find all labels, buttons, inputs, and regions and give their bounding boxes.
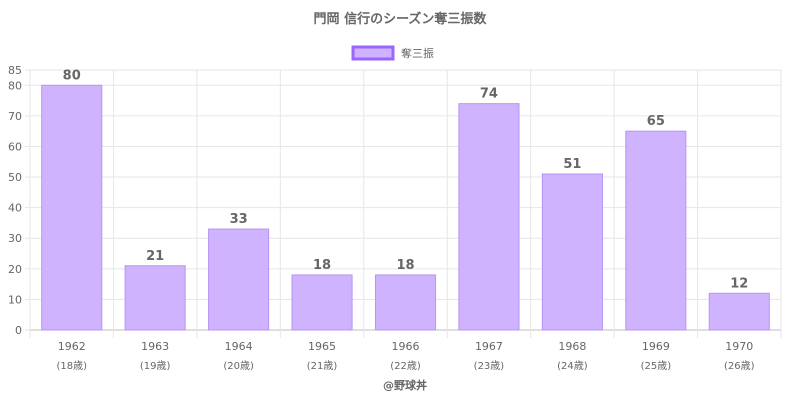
y-tick-label: 20 [8, 263, 22, 276]
bar-1969 [625, 130, 687, 331]
x-tick-sublabel: (18歳) [56, 360, 87, 372]
bar-1965 [291, 274, 353, 331]
bar-1966 [374, 274, 437, 331]
x-tick-sublabel: (22歳) [390, 360, 421, 372]
x-tick-label: 1968 [558, 340, 586, 353]
y-tick-label: 0 [15, 324, 22, 337]
bar-1970 [708, 292, 770, 331]
x-tick-sublabel: (26歳) [724, 360, 755, 372]
data-label-1969: 65 [647, 114, 665, 129]
data-label-1964: 33 [230, 212, 248, 227]
x-tick-label: 1962 [58, 340, 86, 353]
bar-1962 [41, 84, 103, 331]
x-tick-label: 1967 [475, 340, 503, 353]
y-tick-label: 10 [8, 293, 22, 306]
x-tick-label: 1963 [141, 340, 169, 353]
legend-label: 奪三振 [401, 46, 434, 60]
bar-1967 [458, 103, 520, 331]
data-label-1970: 12 [730, 276, 748, 291]
x-tick-sublabel: (20歳) [223, 360, 254, 372]
y-tick-label: 30 [8, 232, 22, 245]
y-tick-label: 50 [8, 171, 22, 184]
y-tick-label: 40 [8, 202, 22, 215]
data-label-1967: 74 [480, 87, 498, 102]
bars: 80 21 33 18 18 74 51 65 12 [41, 68, 770, 331]
legend: 奪三振 [351, 45, 434, 61]
bar-1963 [124, 265, 186, 331]
bar-1968 [541, 173, 603, 331]
x-tick-sublabel: (24歳) [557, 360, 588, 372]
x-tick-label: 1970 [725, 340, 753, 353]
x-tick-sublabel: (23歳) [474, 360, 505, 372]
x-tick-label: 1964 [225, 340, 253, 353]
x-tick-sublabel: (19歳) [140, 360, 171, 372]
legend-swatch [351, 45, 395, 61]
x-tick-sublabel: (25歳) [641, 360, 672, 372]
data-label-1966: 18 [396, 258, 414, 273]
data-label-1965: 18 [313, 258, 331, 273]
x-axis: 1962 (18歳) 1963 (19歳) 1964 (20歳) 1965 (21歳) 1966… [56, 340, 754, 372]
y-tick-label: 80 [8, 79, 22, 92]
y-tick-label: 70 [8, 110, 22, 123]
x-tick-label: 1966 [392, 340, 420, 353]
y-tick-label: 60 [8, 140, 22, 153]
data-label-1968: 51 [563, 157, 581, 172]
x-tick-label: 1969 [642, 340, 670, 353]
x-tick-sublabel: (21歳) [307, 360, 338, 372]
bar-1964 [208, 228, 270, 331]
data-label-1963: 21 [146, 249, 164, 264]
chart-title: 門岡 信行のシーズン奪三振数 [314, 11, 488, 27]
x-tick-label: 1965 [308, 340, 336, 353]
data-label-1962: 80 [63, 68, 81, 83]
y-axis: 0 10 20 30 40 50 60 70 80 85 [8, 64, 22, 337]
footer-credit: @野球丼 [383, 378, 427, 392]
y-tick-label: 85 [8, 64, 22, 77]
